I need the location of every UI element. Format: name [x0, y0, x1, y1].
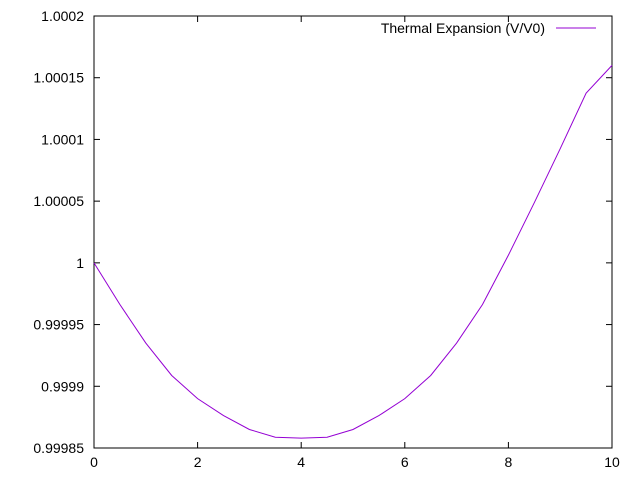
y-tick-label: 0.99995	[33, 317, 84, 333]
legend: Thermal Expansion (V/V0)	[381, 20, 596, 36]
x-tick-label: 6	[401, 454, 409, 470]
y-tick-label: 1	[76, 255, 84, 271]
series-layer	[93, 65, 613, 439]
legend-label: Thermal Expansion (V/V0)	[381, 20, 545, 36]
x-axis: 0 2 4 6 8 10	[90, 16, 620, 470]
x-tick-label: 0	[90, 454, 98, 470]
y-tick-label: 1.00005	[33, 193, 84, 209]
x-tick-label: 2	[194, 454, 202, 470]
y-tick-label: 1.0002	[41, 8, 84, 24]
y-tick-label: 0.9999	[41, 378, 84, 394]
x-tick-label: 10	[604, 454, 620, 470]
y-axis: 0.99985 0.9999 0.99995 1 1.00005 1.0001 1.0001…	[33, 8, 612, 456]
y-tick-label: 1.00015	[33, 70, 84, 86]
x-tick-label: 8	[505, 454, 513, 470]
series-line-0	[93, 65, 613, 439]
plot-frame	[93, 15, 613, 449]
x-tick-label: 4	[297, 454, 305, 470]
y-tick-label: 1.0001	[41, 131, 84, 147]
y-tick-label: 0.99985	[33, 440, 84, 456]
